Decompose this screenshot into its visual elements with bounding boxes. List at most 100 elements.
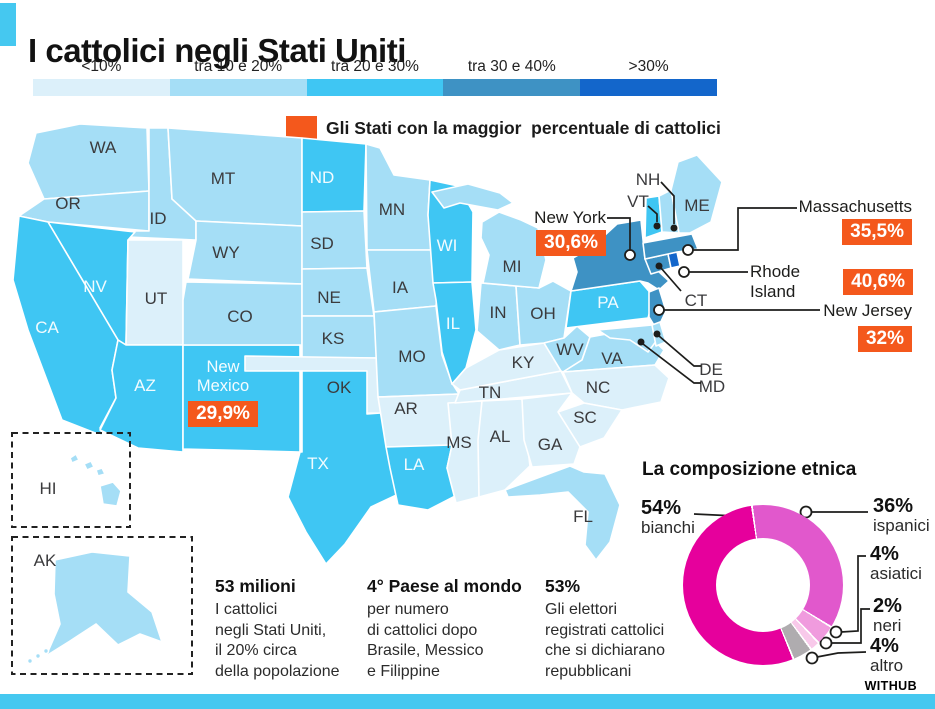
state-label-tn: TN xyxy=(479,383,502,402)
state-label-mo: MO xyxy=(398,347,425,366)
altro-leader-line xyxy=(816,651,867,658)
stat-title: 4° Paese al mondo xyxy=(367,576,522,596)
state-label-mi: MI xyxy=(503,257,522,276)
state-label-ca: CA xyxy=(35,318,59,337)
stat-line: registrati cattolici xyxy=(545,621,665,639)
state-label-va: VA xyxy=(601,349,623,368)
vt-leader-line xyxy=(647,205,658,222)
state-label-ga: GA xyxy=(538,435,563,454)
ethnic-chart-title: La composizione etnica xyxy=(642,459,857,480)
stat-total-catholics: 53 milioni I cattolici negli Stati Uniti… xyxy=(215,576,340,682)
donut-label-bianchi: 54% bianchi xyxy=(641,498,695,538)
vt-dot xyxy=(653,222,661,230)
stat-line: Gli elettori xyxy=(545,601,618,618)
callout-new-mexico: New Mexico 29,9% xyxy=(184,358,262,427)
state-label-in: IN xyxy=(490,303,507,322)
stat-line: e Filippine xyxy=(367,662,440,680)
legend-bin-0: <10% xyxy=(33,58,170,96)
state-ma xyxy=(642,233,699,260)
state-label-nh: NH xyxy=(636,170,661,189)
state-label-nd: ND xyxy=(310,168,335,187)
callout-value-badge: 35,5% xyxy=(842,219,912,245)
state-mi xyxy=(480,211,547,289)
neri-leader-line xyxy=(831,608,870,644)
callout-name: Massachusetts xyxy=(798,197,912,216)
legend-bin-label: tra 30 e 40% xyxy=(467,58,556,75)
neri-dot xyxy=(819,636,833,650)
state-label-al: AL xyxy=(490,427,511,446)
highlight-legend: Gli Stati con la maggior percentuale di … xyxy=(286,116,721,140)
donut-label-asiatici: 4% asiatici xyxy=(870,544,922,584)
altro-dot xyxy=(805,651,819,665)
state-co xyxy=(182,281,303,346)
callout-name: New York xyxy=(534,208,606,227)
callout-value-badge: 29,9% xyxy=(188,401,258,427)
state-me xyxy=(670,154,723,234)
state-label-ar: AR xyxy=(394,399,418,418)
stat-title: 53% xyxy=(545,576,581,596)
state-label-mt: MT xyxy=(211,169,236,188)
state-mi-upper-peninsula xyxy=(431,183,514,211)
callout-rhode-island: Rhode Island 40,6% xyxy=(750,262,913,302)
withub-logo: WITHUB xyxy=(864,679,917,693)
callout-new-york: New York 30,6% xyxy=(534,209,606,256)
legend-bin-4: >30% xyxy=(580,58,717,96)
callout-name: Rhode Island xyxy=(750,262,801,301)
stat-line: per numero xyxy=(367,601,449,618)
legend-bin-label: tra 20 e 30% xyxy=(331,58,419,75)
state-label-mn: MN xyxy=(379,200,405,219)
state-label-oh: OH xyxy=(530,304,556,323)
state-label-wa: WA xyxy=(90,138,117,157)
new-york-leader-line xyxy=(607,217,631,250)
legend-bin-swatch xyxy=(580,79,717,96)
donut-pct: 4% xyxy=(870,635,899,657)
state-mn xyxy=(365,143,433,251)
hawaii-inset-box xyxy=(11,432,131,528)
donut-name: asiatici xyxy=(870,564,922,583)
callout-dots xyxy=(624,222,843,665)
callout-value-badge: 30,6% xyxy=(536,230,606,256)
donut-name: neri xyxy=(873,616,902,635)
legend-bin-1: tra 10 e 20% xyxy=(169,58,307,96)
md-leader-line xyxy=(642,343,701,384)
stat-line: che si dichiarano xyxy=(545,642,666,659)
highlight-label: Gli Stati con la maggior percentuale di … xyxy=(326,117,721,138)
stat-republican-voters: 53% Gli elettori registrati cattolici ch… xyxy=(545,576,665,682)
state-label-ne: NE xyxy=(317,288,341,307)
state-hi xyxy=(69,453,122,507)
de-dot xyxy=(653,330,661,338)
state-label-wy: WY xyxy=(212,243,239,262)
callout-value-badge: 40,6% xyxy=(843,269,913,295)
legend-bin-label: <10% xyxy=(81,58,122,75)
state-label-pa: PA xyxy=(597,293,619,312)
callout-new-jersey: New Jersey 32% xyxy=(822,301,912,352)
state-label-co: CO xyxy=(227,307,253,326)
state-label-ks: KS xyxy=(322,329,345,348)
state-ak xyxy=(26,551,163,665)
state-label-tx: TX xyxy=(307,454,329,473)
state-label-ak: AK xyxy=(34,551,57,570)
new-jersey-dot xyxy=(653,304,665,316)
state-label-ms: MS xyxy=(446,433,472,452)
donut-pct: 54% xyxy=(641,497,682,519)
state-nc xyxy=(562,364,670,411)
state-or xyxy=(18,190,150,232)
state-label-or: OR xyxy=(55,194,81,213)
state-label-nv: NV xyxy=(83,277,107,296)
state-label-wi: WI xyxy=(437,236,458,255)
donut-name: ispanici xyxy=(873,516,930,535)
stat-line: Brasile, Messico xyxy=(367,642,484,659)
state-label-sd: SD xyxy=(310,234,334,253)
stat-line: I cattolici xyxy=(215,601,278,618)
massachusetts-dot xyxy=(682,244,694,256)
donut-pct: 36% xyxy=(873,495,914,517)
asiatici-dot xyxy=(829,625,843,639)
state-label-ct: CT xyxy=(685,291,708,310)
stat-line: repubblicani xyxy=(545,662,632,680)
new-york-dot xyxy=(624,249,636,261)
state-label-me: ME xyxy=(684,196,710,215)
alaska-inset-box xyxy=(11,536,193,675)
donut-label-altro: 4% altro xyxy=(870,636,903,676)
